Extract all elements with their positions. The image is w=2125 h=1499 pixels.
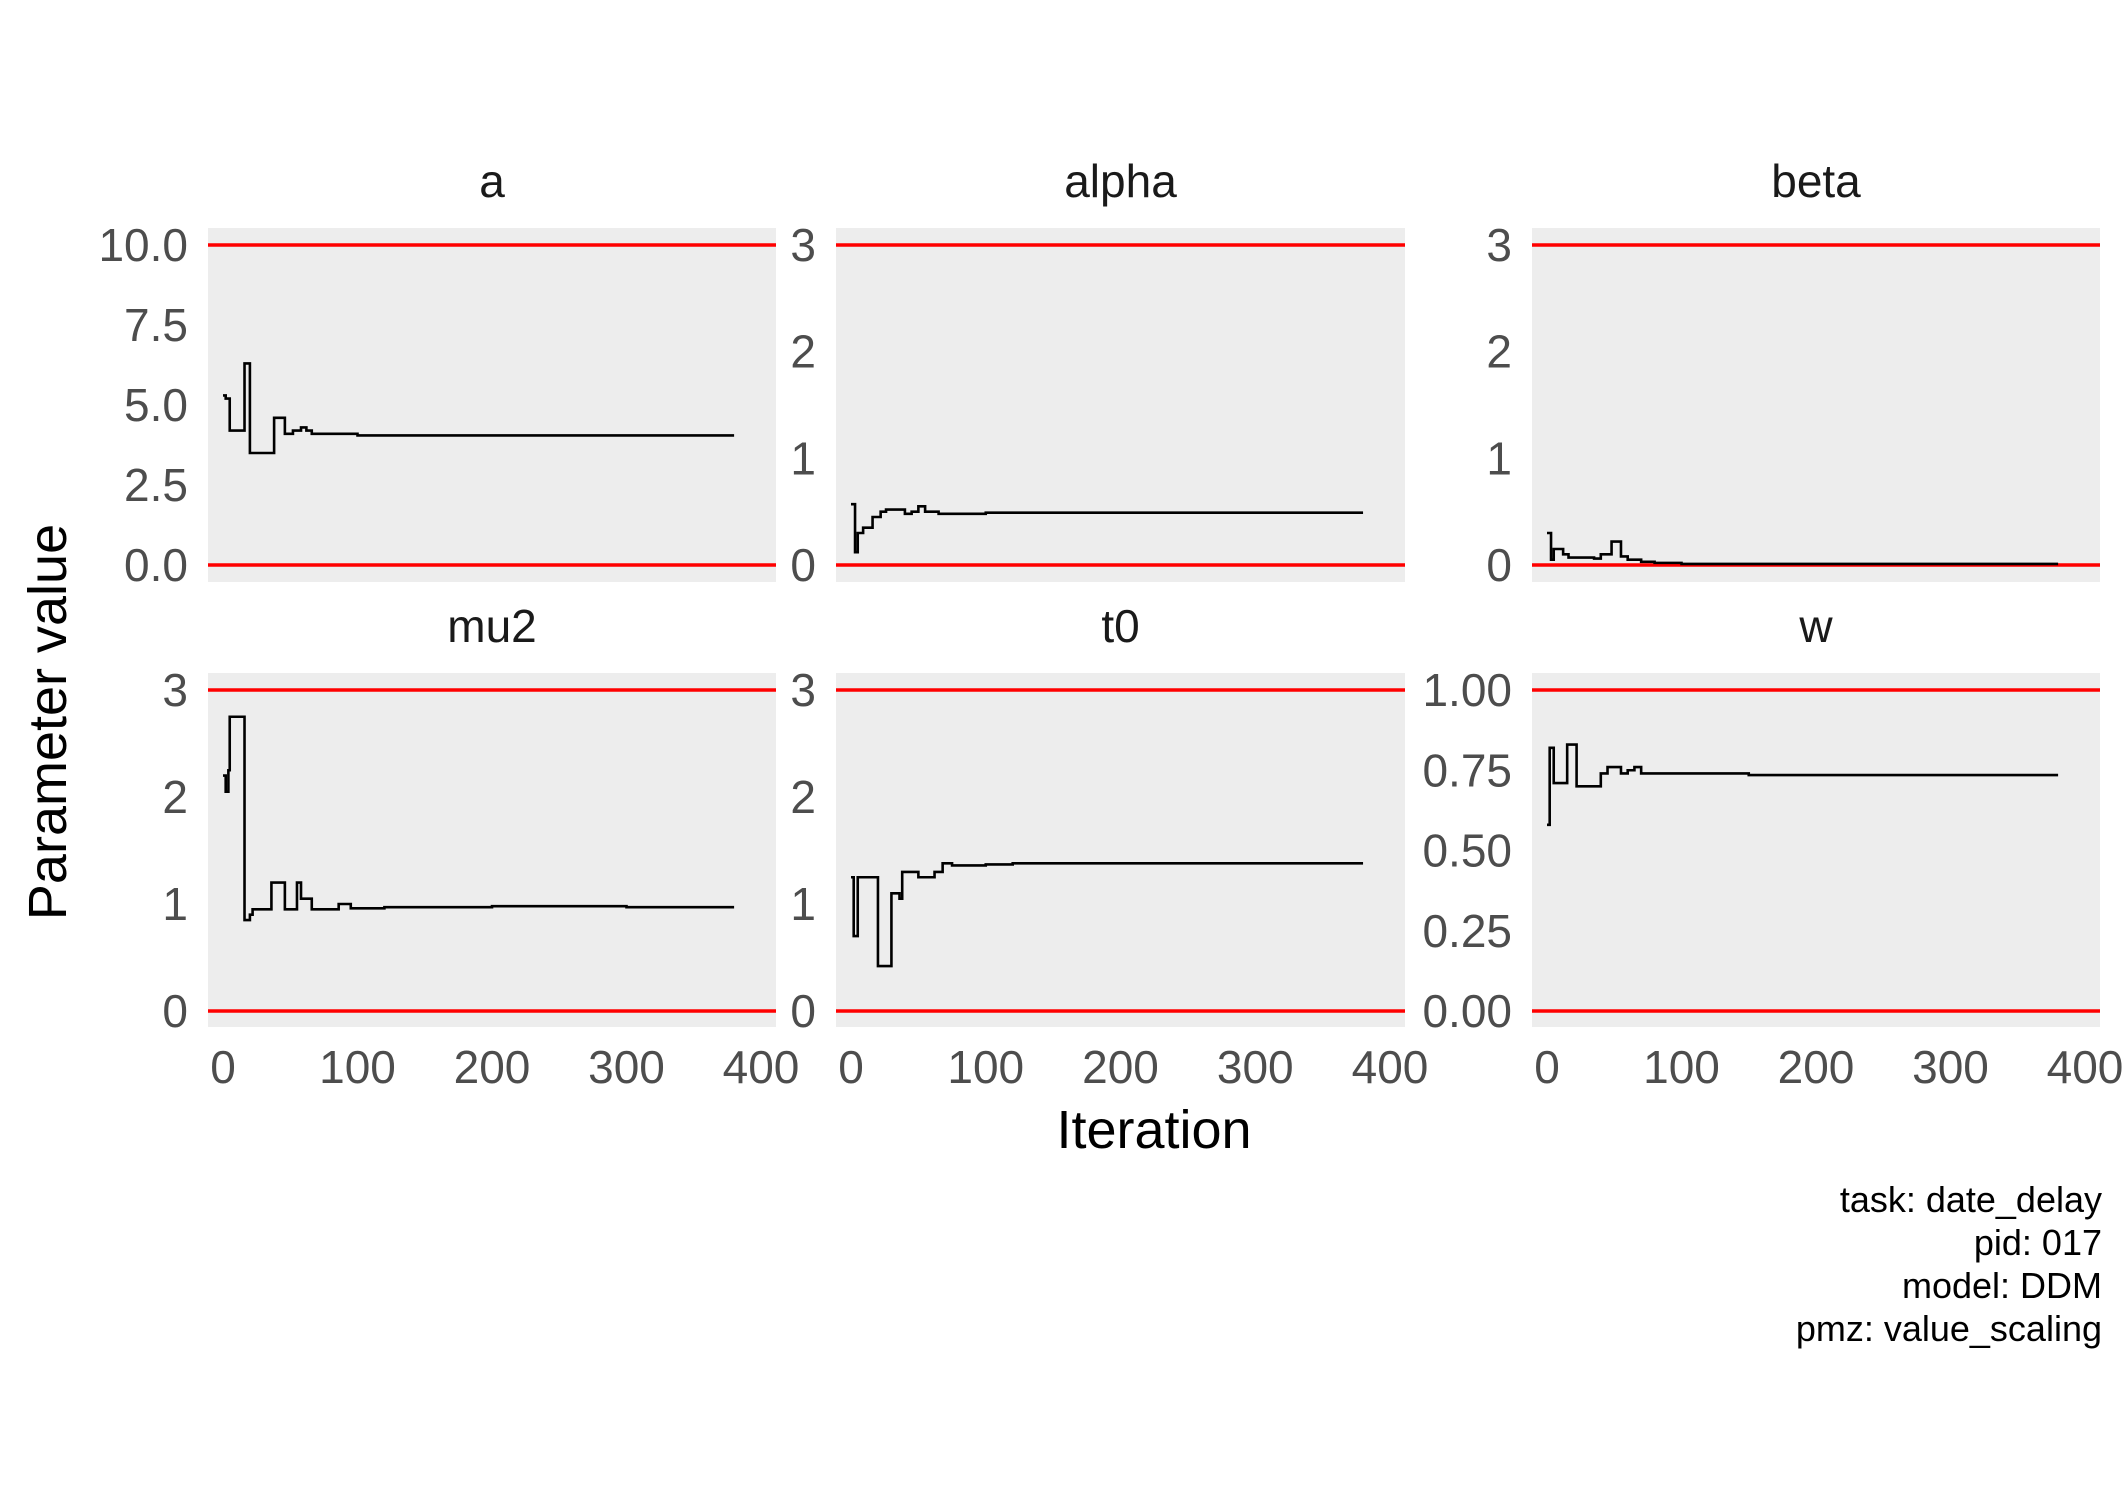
y-tick-label: 1 — [790, 432, 816, 484]
x-tick-label: 0 — [838, 1041, 864, 1093]
y-tick-label: 7.5 — [124, 299, 188, 351]
y-tick-label: 5.0 — [124, 379, 188, 431]
caption-model: model: DDM — [1901, 1265, 2102, 1306]
panel-title: mu2 — [447, 600, 536, 652]
y-tick-label: 10.0 — [98, 219, 188, 271]
trace-line-mu2 — [223, 715, 735, 922]
panel-w: w 0.00 0.25 0.50 0.75 1.00 0 100 200 300 400 — [1422, 600, 2123, 1093]
y-tick-label: 0.25 — [1422, 905, 1512, 957]
panel-background — [1532, 228, 2100, 582]
panel-background — [836, 228, 1405, 582]
panel-a: a 0.0 2.5 5.0 7.5 10.0 — [98, 155, 776, 591]
x-tick-label: 200 — [1082, 1041, 1159, 1093]
x-tick-label: 100 — [1643, 1041, 1720, 1093]
caption-pid: pid: 017 — [1973, 1222, 2102, 1263]
y-tick-label: 2 — [790, 326, 816, 378]
x-tick-label: 300 — [1912, 1041, 1989, 1093]
trace-line-t0 — [851, 862, 1364, 968]
trace-line-a — [223, 362, 735, 455]
trace-line-beta — [1547, 531, 2059, 566]
panel-beta: beta 0 1 2 3 — [1486, 155, 2100, 591]
x-tick-label: 0 — [1534, 1041, 1560, 1093]
y-tick-label: 3 — [1486, 219, 1512, 271]
x-tick-label: 400 — [1352, 1041, 1429, 1093]
panel-background — [1532, 673, 2100, 1027]
y-tick-label: 0 — [790, 985, 816, 1037]
y-tick-label: 3 — [162, 664, 188, 716]
y-tick-label: 0 — [1486, 539, 1512, 591]
x-axis-title: Iteration — [1056, 1100, 1251, 1160]
y-tick-label: 2 — [1486, 326, 1512, 378]
run-caption: task: date_delay pid: 017 model: DDM pmz… — [1796, 1178, 2102, 1350]
panel-title: a — [479, 155, 505, 207]
panel-alpha: alpha 0 1 2 3 — [790, 155, 1405, 591]
panel-title: beta — [1771, 155, 1861, 207]
y-tick-label: 0 — [162, 985, 188, 1037]
panel-t0: t0 0 1 2 3 0 100 200 300 400 — [790, 600, 1428, 1093]
panel-background — [208, 673, 776, 1027]
y-tick-label: 2 — [162, 771, 188, 823]
panel-background — [836, 673, 1405, 1027]
x-tick-label: 400 — [2047, 1041, 2124, 1093]
x-tick-label: 100 — [947, 1041, 1024, 1093]
y-tick-label: 1 — [1486, 432, 1512, 484]
y-tick-label: 0.75 — [1422, 744, 1512, 796]
x-tick-label: 100 — [319, 1041, 396, 1093]
caption-pmz: pmz: value_scaling — [1795, 1308, 2102, 1349]
y-axis-title: Parameter value — [18, 524, 78, 920]
y-tick-label: 0.00 — [1422, 985, 1512, 1037]
x-tick-label: 0 — [210, 1041, 236, 1093]
y-tick-label: 1.00 — [1422, 664, 1512, 716]
y-tick-label: 1 — [162, 878, 188, 930]
y-tick-label: 0.0 — [124, 539, 188, 591]
y-tick-label: 3 — [790, 219, 816, 271]
x-tick-label: 200 — [1778, 1041, 1855, 1093]
panel-mu2: mu2 0 1 2 3 0 100 200 300 400 — [162, 600, 799, 1093]
x-tick-label: 300 — [588, 1041, 665, 1093]
y-tick-label: 0 — [790, 539, 816, 591]
panel-background — [208, 228, 776, 582]
x-tick-label: 400 — [723, 1041, 800, 1093]
y-tick-label: 2.5 — [124, 459, 188, 511]
x-tick-label: 300 — [1217, 1041, 1294, 1093]
caption-task: task: date_delay — [1839, 1179, 2102, 1220]
y-tick-label: 1 — [790, 878, 816, 930]
panel-title: w — [1798, 600, 1833, 652]
panel-title: alpha — [1064, 155, 1177, 207]
y-tick-label: 0.50 — [1422, 825, 1512, 877]
y-tick-label: 2 — [790, 771, 816, 823]
x-tick-label: 200 — [454, 1041, 531, 1093]
trace-line-w — [1547, 743, 2059, 827]
trace-line-alpha — [851, 502, 1364, 554]
panel-title: t0 — [1101, 600, 1139, 652]
y-tick-label: 3 — [790, 664, 816, 716]
panels-layer: a 0.0 2.5 5.0 7.5 10.0 alpha 0 1 2 3 beta 0 1 2 3 mu2 0 1 2… — [98, 155, 2123, 1093]
